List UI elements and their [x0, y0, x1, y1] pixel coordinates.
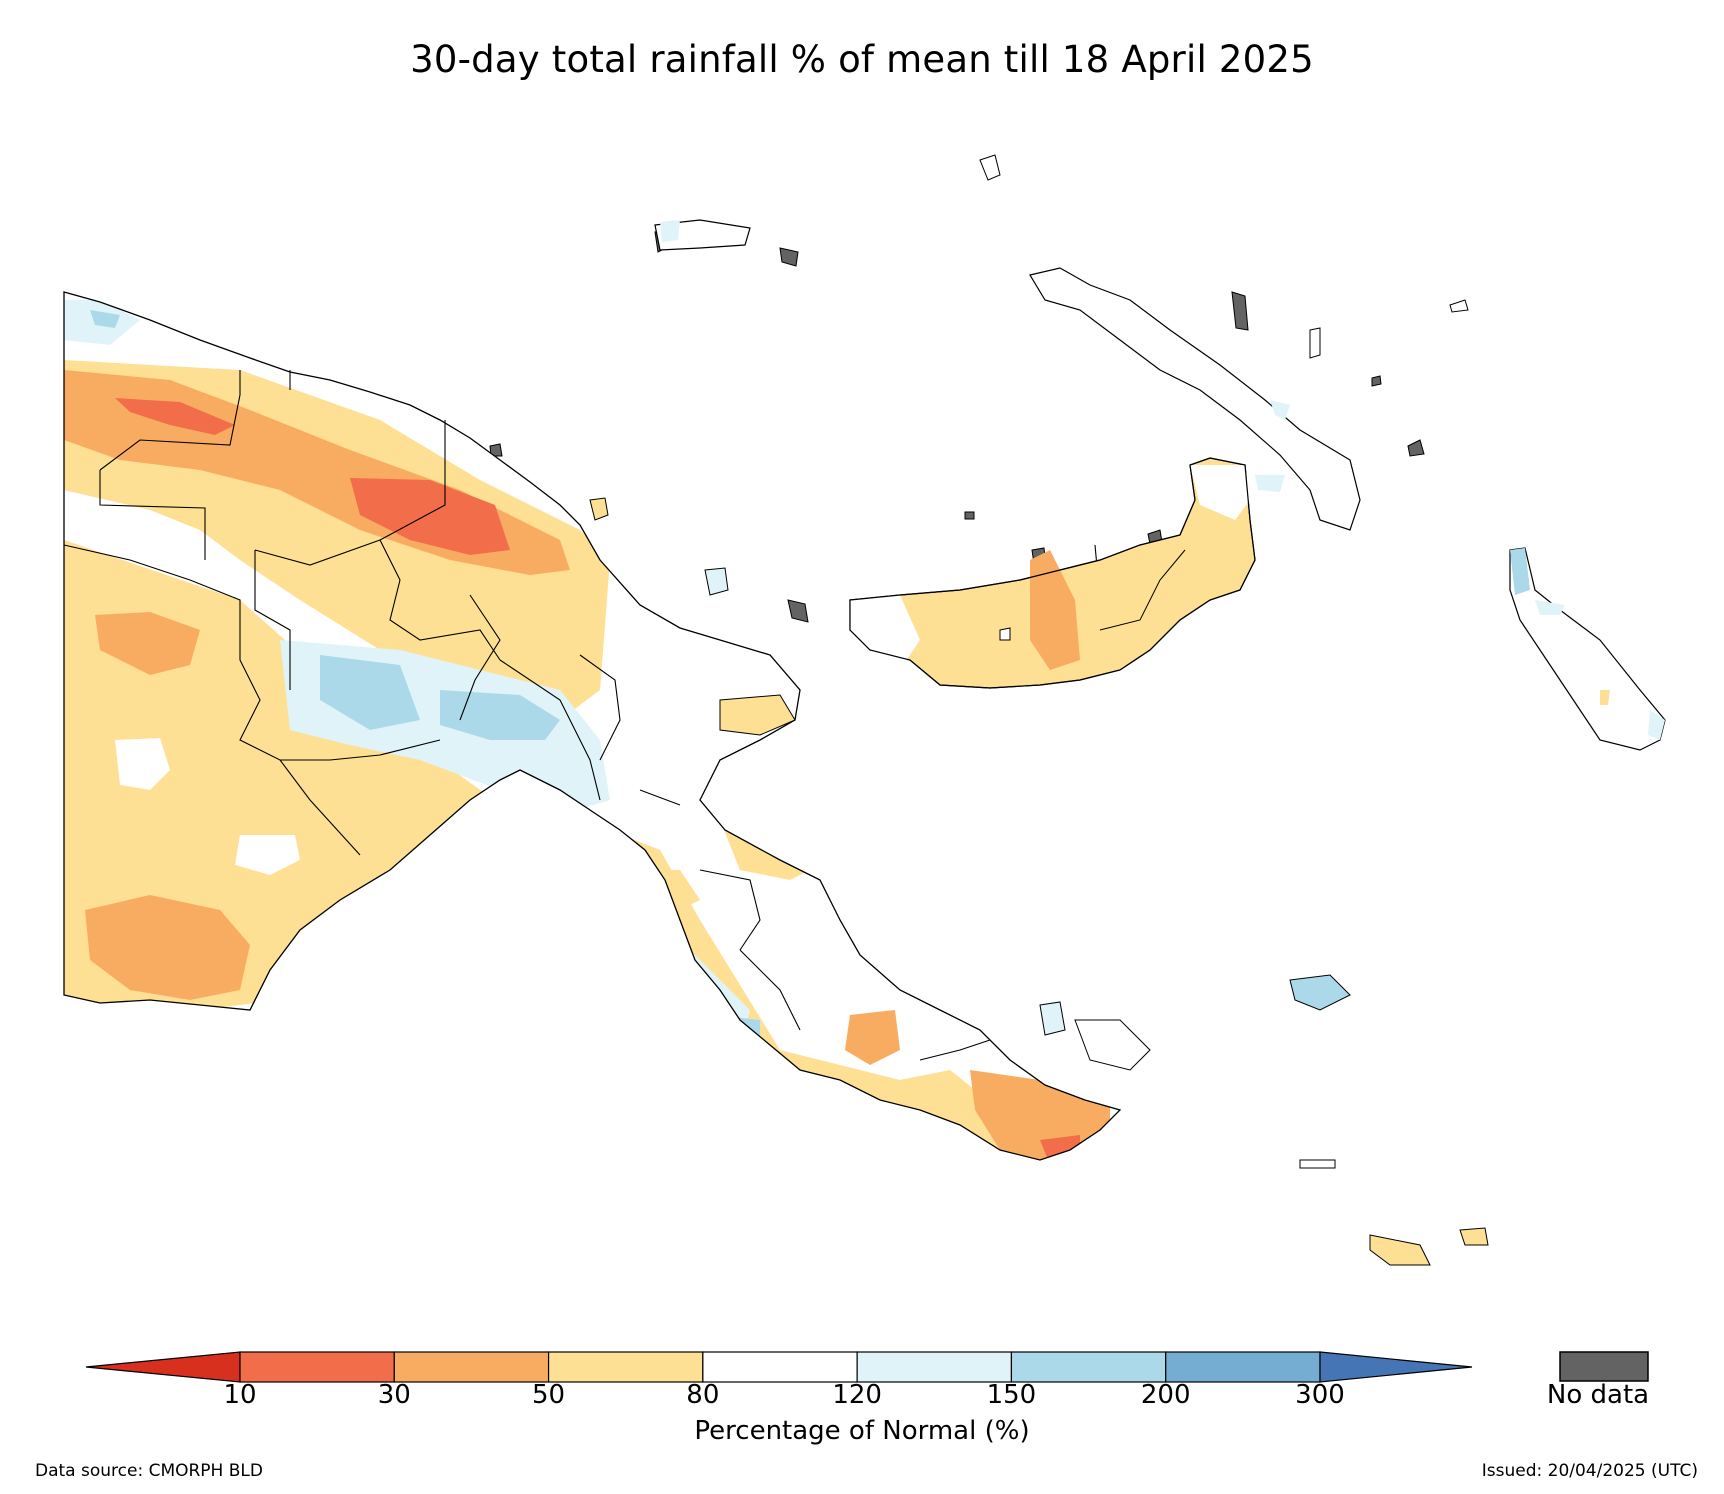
colorbar-classes [85, 1351, 1473, 1383]
data-source: Data source: CMORPH BLD [35, 1461, 263, 1481]
colorbar-tick-120: 120 [832, 1380, 882, 1410]
small-islands [589, 299, 1489, 1266]
colorbar-tick-50: 50 [532, 1380, 566, 1410]
new-britain [849, 457, 1285, 689]
colorbar-class-80-120 [702, 1351, 858, 1383]
colorbar-tick-300: 300 [1295, 1380, 1345, 1410]
colorbar-class-150-200 [1010, 1351, 1167, 1383]
colorbar-tick-200: 200 [1140, 1380, 1191, 1410]
colorbar-class-10-30 [239, 1351, 395, 1383]
colorbar-tick-150: 150 [986, 1380, 1037, 1410]
colorbar-class-200-300 [1165, 1351, 1321, 1383]
bougainville [1509, 547, 1666, 751]
colorbar-title: Percentage of Normal (%) [694, 1416, 1030, 1446]
colorbar-tick-30: 30 [377, 1380, 411, 1410]
colorbar-class-120-150 [856, 1351, 1013, 1383]
province-borders [63, 370, 1101, 1061]
new-ireland [979, 154, 1361, 531]
colorbar-class-50-80 [547, 1351, 704, 1383]
colorbar-extend-low [85, 1351, 241, 1383]
no-data-swatch [1559, 1351, 1649, 1382]
manus-island [654, 219, 751, 251]
issued-date: Issued: 20/04/2025 (UTC) [1481, 1461, 1698, 1481]
colorbar-tick-10: 10 [223, 1380, 257, 1410]
colorbar-extend-high [1319, 1351, 1473, 1383]
no-data-label: No data [1546, 1380, 1650, 1410]
colorbar-class-30-50 [393, 1351, 550, 1383]
map-title: 30-day total rainfall % of mean till 18 … [410, 38, 1314, 81]
colorbar-tick-80: 80 [686, 1380, 720, 1410]
